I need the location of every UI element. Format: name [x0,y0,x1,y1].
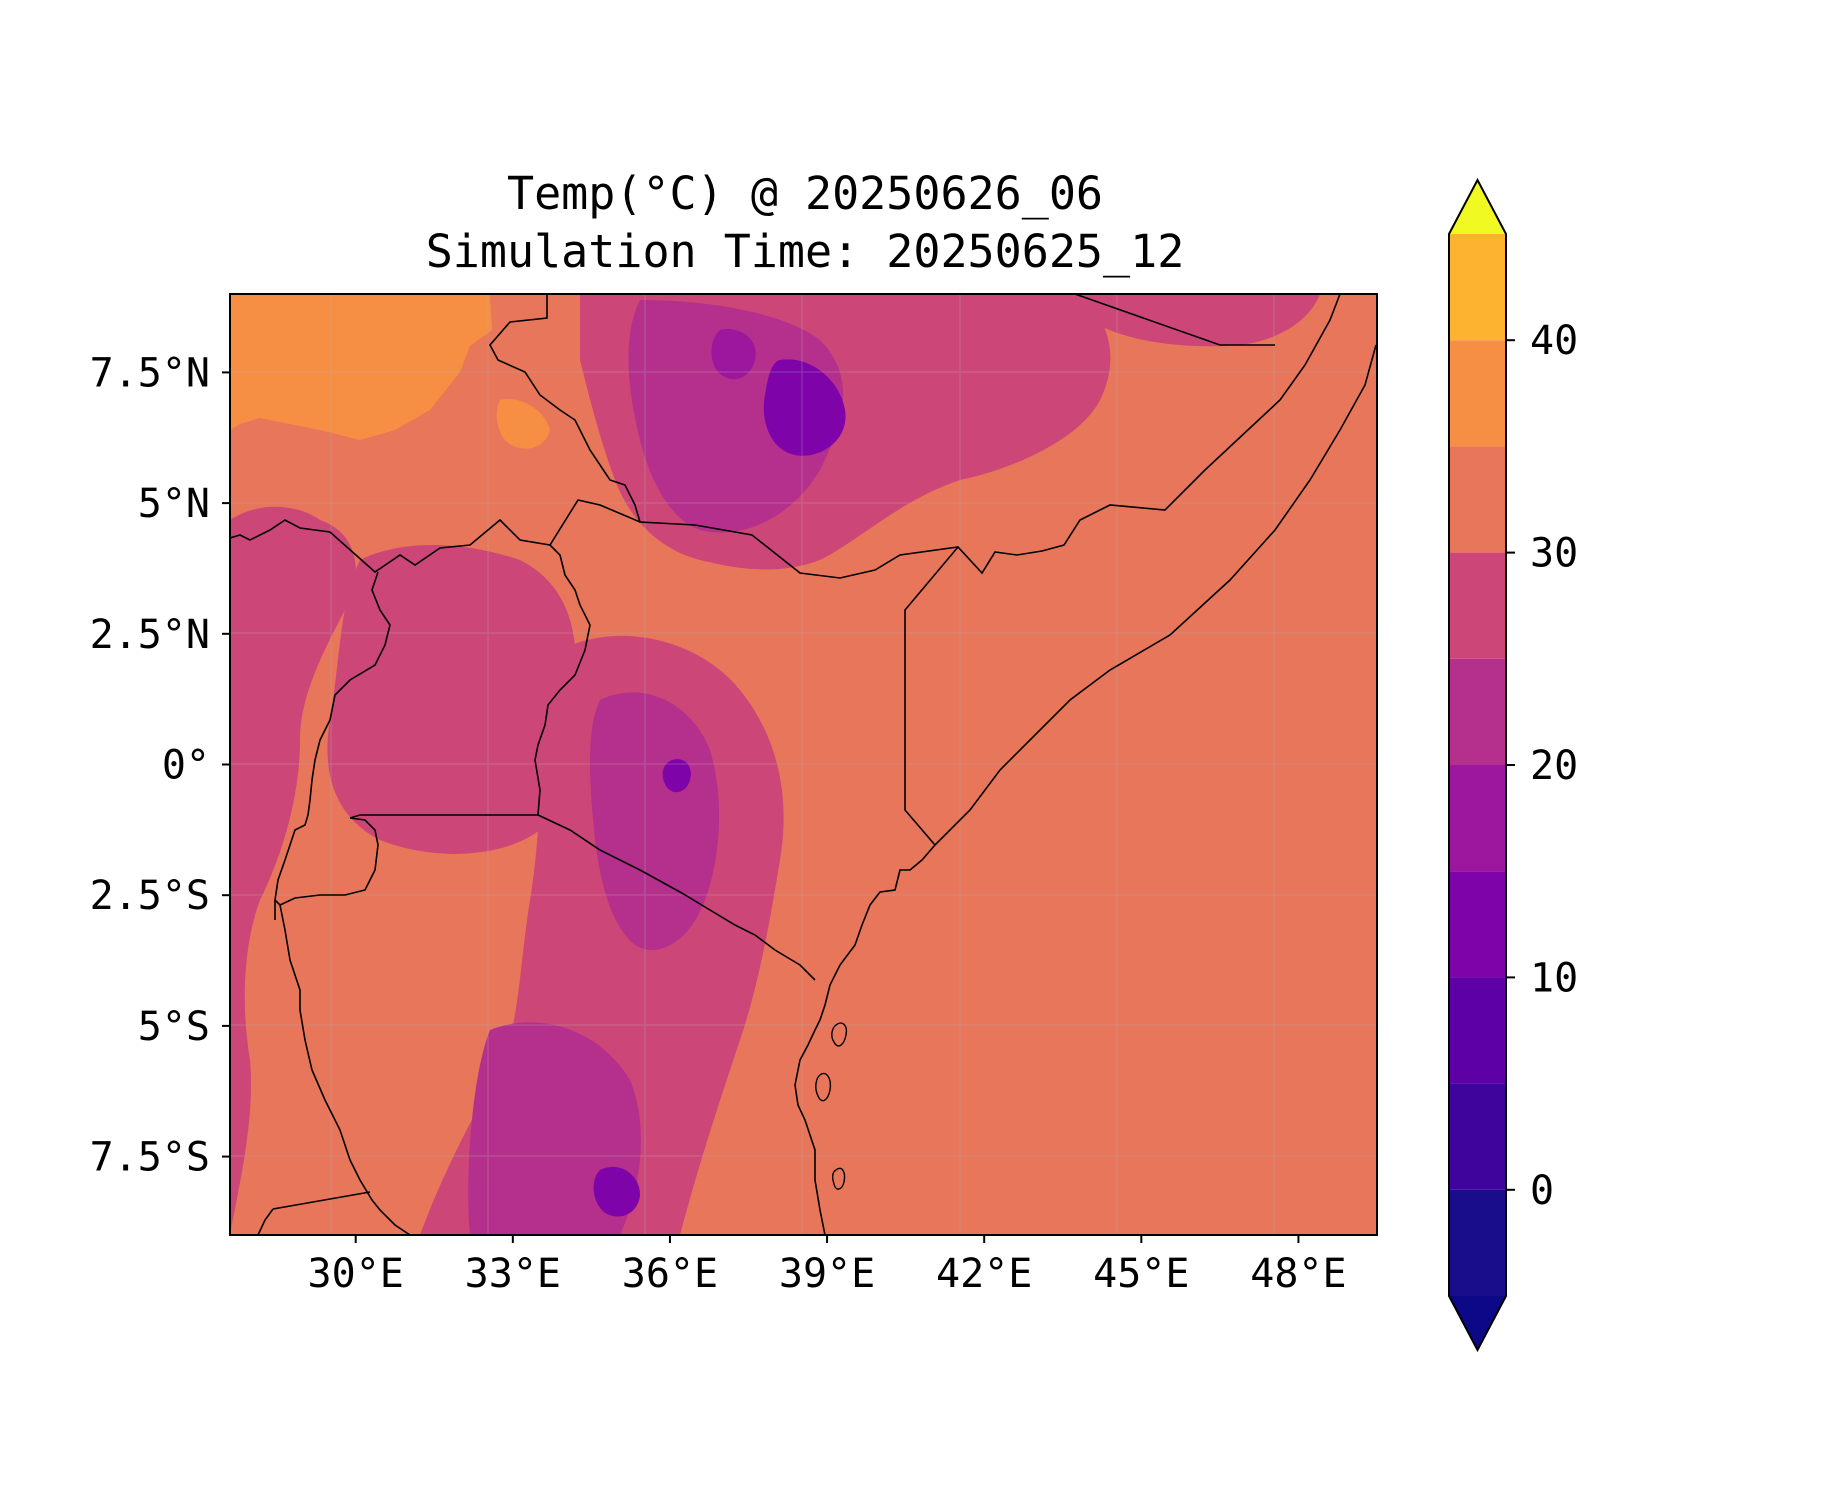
colorbar-segment [1449,977,1506,1084]
colorbar-tick-label: 20 [1530,743,1578,789]
island-outlines [815,1022,848,1190]
colorbar-segment [1449,340,1506,447]
x-axis: 30°E 33°E 36°E 39°E 42°E 45°E 48°E [308,1235,1347,1297]
x-tick-label: 48°E [1250,1251,1346,1297]
y-tick-label: 7.5°N [90,350,210,396]
colorbar-outline [1448,177,1507,1353]
chart-subtitle: Simulation Time: 20250625_12 [425,225,1185,278]
colorbar-segment [1449,1083,1506,1190]
colorbar-tick-label: 0 [1530,1168,1554,1214]
colorbar-segment [1449,552,1506,659]
chart-title: Temp(°C) @ 20250626_06 [506,167,1104,220]
y-tick-label: 2.5°S [90,873,210,919]
x-tick-label: 39°E [779,1251,875,1297]
colorbar-extend-bottom [1449,1296,1506,1350]
highland-region-northeast [1050,294,1320,347]
y-tick-label: 2.5°N [90,612,210,658]
colorbar-segment [1449,234,1506,341]
colorbar-tick-label: 40 [1530,318,1578,364]
colorbar-segment [1449,658,1506,765]
y-tick-label: 5°S [138,1004,210,1050]
y-axis: 7.5°N 5°N 2.5°N 0° 2.5°S 5°S 7.5°S [90,350,230,1181]
cold-peak-tanzania [593,1166,640,1217]
colorbar-segment [1449,871,1506,978]
country-borders [230,294,1377,1235]
x-tick-label: 30°E [308,1251,404,1297]
colorbar-segment [1449,446,1506,553]
mid-region-uganda [327,545,576,854]
y-tick-label: 7.5°S [90,1135,210,1181]
cool-highland [628,300,844,533]
colorbar-segment [1449,1189,1506,1296]
colorbar-tick-label: 30 [1530,531,1578,577]
colorbar-segment [1449,765,1506,872]
cool-region-west [230,506,356,1235]
y-tick-label: 5°N [138,481,210,527]
colorbar-extend-top [1449,180,1506,234]
cold-peak-ethiopia [763,359,846,456]
cold-peak-ethiopia-2 [711,329,756,380]
x-tick-label: 33°E [465,1251,561,1297]
y-tick-label: 0° [162,743,210,789]
x-tick-label: 42°E [936,1251,1032,1297]
x-tick-label: 36°E [622,1251,718,1297]
cool-highland-kenya [590,692,720,950]
warm-patch [496,399,550,449]
colorbar: 0 10 20 30 40 [1448,177,1578,1353]
warm-region [230,294,492,440]
colorbar-tick-label: 10 [1530,955,1578,1001]
map-area [230,294,1377,1235]
gridlines [230,294,1377,1235]
x-tick-label: 45°E [1093,1251,1189,1297]
cold-peak-kenya [662,759,691,793]
